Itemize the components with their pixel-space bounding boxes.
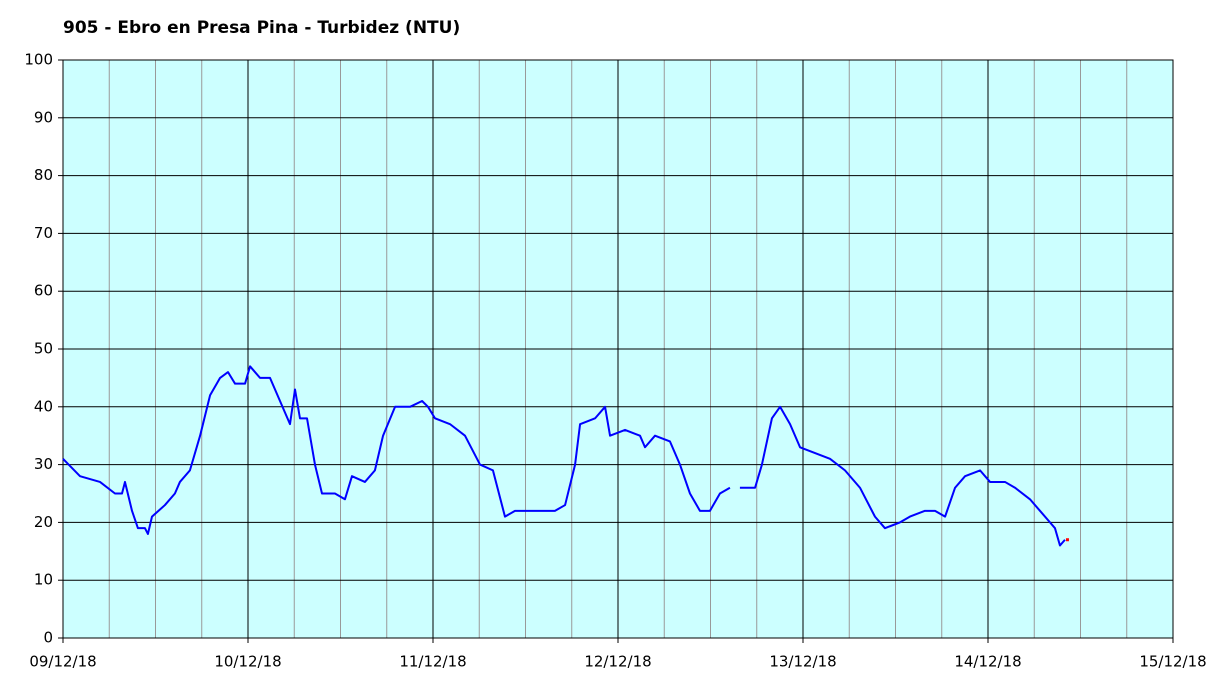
x-tick-label: 15/12/18 <box>1139 653 1206 671</box>
x-tick-label: 13/12/18 <box>769 653 836 671</box>
y-tick-label: 60 <box>34 282 53 300</box>
data-line <box>62 365 1066 547</box>
y-tick-label: 10 <box>34 571 53 589</box>
x-tick-label: 11/12/18 <box>399 653 466 671</box>
y-tick-label: 100 <box>24 51 53 69</box>
x-tick-label: 09/12/18 <box>29 653 96 671</box>
chart-title: 905 - Ebro en Presa Pina - Turbidez (NTU… <box>63 18 460 38</box>
x-tick-label: 14/12/18 <box>954 653 1021 671</box>
x-tick-label: 10/12/18 <box>214 653 281 671</box>
plot-border <box>62 59 1174 639</box>
last-point <box>1065 538 1069 542</box>
y-tick-label: 90 <box>34 108 53 126</box>
y-tick-label: 30 <box>34 455 53 473</box>
y-tick-label: 0 <box>43 629 53 647</box>
x-tick-label: 12/12/18 <box>584 653 651 671</box>
y-tick-label: 70 <box>34 224 53 242</box>
y-tick-label: 80 <box>34 166 53 184</box>
y-tick-label: 20 <box>34 513 53 531</box>
y-tick-label: 50 <box>34 340 53 358</box>
y-tick-label: 40 <box>34 397 53 415</box>
